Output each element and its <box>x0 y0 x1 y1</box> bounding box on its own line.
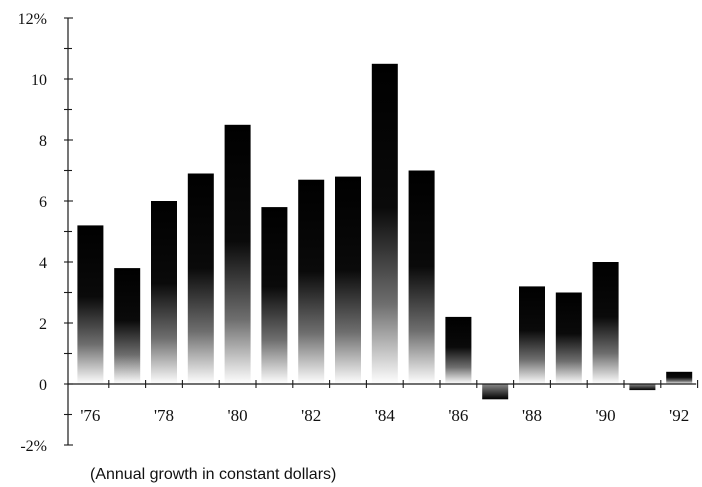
y-tick-label: 8 <box>39 133 47 150</box>
y-tick-label: 0 <box>39 377 47 394</box>
bar-1990 <box>592 262 619 384</box>
y-tick-label: 6 <box>39 194 47 211</box>
bar-1992 <box>666 371 693 384</box>
x-tick-label: '92 <box>669 406 689 425</box>
bar-1981 <box>261 207 288 384</box>
x-tick-label: '90 <box>596 406 616 425</box>
bar-1988 <box>519 286 545 384</box>
x-tick-label: '84 <box>375 406 396 425</box>
x-tick-label: '88 <box>522 406 542 425</box>
bar-1989 <box>555 292 582 384</box>
y-tick-label: 4 <box>39 255 47 272</box>
chart-caption: (Annual growth in constant dollars) <box>90 466 337 483</box>
bar-1985 <box>408 170 435 384</box>
bar-1984 <box>371 63 398 385</box>
bar-1978 <box>151 201 177 384</box>
bars-layer <box>77 63 693 400</box>
bar-1986 <box>445 316 472 384</box>
y-tick-label: -2% <box>20 438 47 455</box>
bar-1983 <box>335 176 361 384</box>
labels-layer: 12% 10 8 6 4 2 0 -2% '76 '78 '80 '82 '84 '86 '88 '90 '92 <box>18 11 690 455</box>
bar-1976 <box>77 225 104 384</box>
axis-layer <box>64 17 699 446</box>
bar-1987 <box>482 384 509 400</box>
x-tick-label: '82 <box>301 406 321 425</box>
x-tick-label: '78 <box>154 406 174 425</box>
bar-1977 <box>114 268 141 384</box>
bar-1982 <box>298 179 325 384</box>
y-tick-label: 12% <box>18 11 47 28</box>
y-tick-label: 10 <box>31 72 47 89</box>
x-tick-label: '76 <box>80 406 100 425</box>
bar-1980 <box>224 124 251 385</box>
y-tick-label: 2 <box>39 316 47 333</box>
bar-1991 <box>629 384 656 391</box>
bar-1979 <box>187 173 214 384</box>
x-tick-label: '80 <box>228 406 248 425</box>
x-tick-label: '86 <box>448 406 468 425</box>
